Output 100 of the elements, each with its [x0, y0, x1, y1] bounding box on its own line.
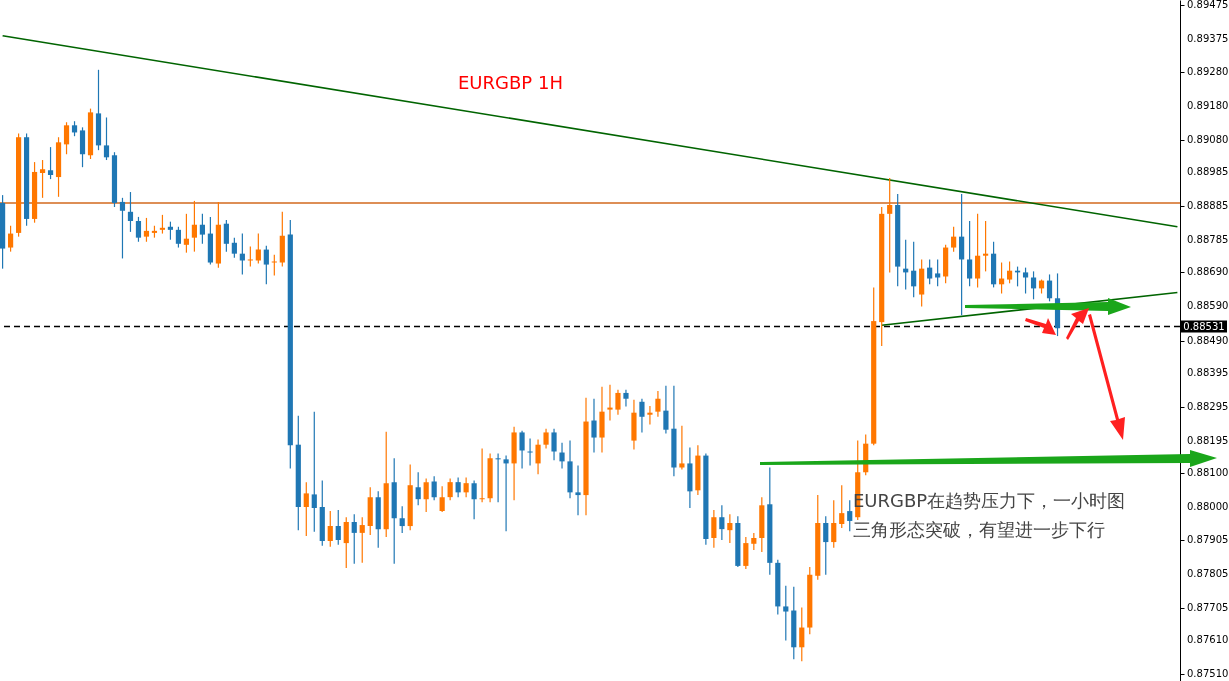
candlestick [719, 504, 725, 541]
candlestick [503, 454, 509, 532]
candlestick [831, 499, 837, 549]
candlestick [911, 241, 917, 298]
candlestick [231, 237, 237, 259]
y-tick-label: 0.87610 [1187, 634, 1229, 646]
candlestick [519, 430, 525, 470]
candlestick [743, 536, 749, 570]
candlestick [799, 606, 805, 662]
candlestick [935, 258, 941, 287]
candlestick [439, 485, 445, 513]
candlestick [175, 226, 182, 249]
y-tick-label: 0.89180 [1187, 99, 1229, 111]
candlestick [711, 509, 717, 549]
candlestick [655, 390, 661, 418]
candlestick [615, 389, 621, 416]
candlestick [455, 476, 461, 498]
candlestick [575, 464, 581, 516]
candlestick [191, 200, 197, 253]
candlestick [783, 585, 789, 642]
candlestick [327, 510, 333, 548]
candlestick [127, 191, 134, 233]
candlestick [431, 475, 437, 501]
text: EURGBP 1H [458, 72, 563, 93]
candlestick [63, 121, 70, 155]
candlestick [591, 398, 597, 454]
candlestick [39, 159, 46, 199]
candlestick [959, 193, 965, 316]
candlestick [247, 245, 253, 268]
y-tick-label: 0.87705 [1187, 601, 1229, 613]
y-tick-label: 0.89080 [1187, 133, 1229, 145]
candlestick [135, 216, 142, 243]
candlestick [663, 385, 669, 435]
y-tick-label: 0.88885 [1187, 200, 1229, 211]
candlestick [79, 126, 86, 168]
y-tick-label: 0.87805 [1187, 567, 1229, 579]
candlestick [1022, 267, 1029, 295]
candlestick [423, 477, 429, 513]
y-tick-label: 0.88985 [1187, 165, 1229, 177]
y-tick-label: 0.87905 [1187, 533, 1229, 545]
y-tick-label: 0.88195 [1187, 434, 1229, 446]
candlestick [983, 220, 989, 272]
candlestick [463, 476, 469, 498]
y-tick-label: 0.89280 [1187, 65, 1229, 77]
candlestick [271, 254, 277, 277]
candlestick [399, 505, 405, 534]
candlestick [263, 245, 269, 285]
candlestick [1006, 260, 1013, 284]
candlestick [647, 405, 653, 426]
candlestick [335, 509, 341, 546]
candlestick [159, 214, 166, 235]
candlestick [623, 389, 629, 408]
candlestick [1046, 273, 1053, 302]
candlestick [823, 515, 829, 576]
y-tick-label: 0.88000 [1187, 501, 1229, 513]
candlestick [887, 177, 893, 273]
candlestick [303, 481, 309, 537]
y-tick-label: 0.88785 [1187, 234, 1229, 246]
y-tick-label: 0.88295 [1187, 400, 1229, 412]
candlestick [471, 479, 477, 520]
candlestick [199, 213, 205, 245]
candlestick [495, 452, 501, 503]
candlestick [351, 513, 357, 565]
candlestick [119, 197, 126, 260]
ref-line-label: 0.88531 [1183, 320, 1225, 332]
candlestick [311, 411, 317, 533]
y-tick-label: 0.89475 [1187, 0, 1229, 11]
y-tick-label: 0.88490 [1187, 334, 1229, 346]
candlestick [727, 513, 733, 544]
candlestick [527, 437, 533, 467]
candlestick [839, 484, 845, 529]
candlestick [679, 425, 685, 471]
candlestick [559, 442, 565, 470]
candlestick [479, 447, 485, 503]
candlestick [223, 219, 229, 253]
candlestick [7, 225, 14, 253]
candlestick [639, 398, 645, 434]
y-tick-label: 0.89375 [1187, 33, 1229, 45]
candlestick [183, 213, 190, 254]
candlestick [951, 226, 957, 253]
candlestick [47, 146, 54, 180]
y-tick-label: 0.88100 [1187, 467, 1229, 479]
candlestick [927, 258, 933, 285]
candlestick [967, 220, 973, 287]
candlestick [535, 438, 541, 475]
candlestick [167, 221, 174, 241]
candlestick [359, 516, 365, 564]
candlestick [343, 516, 349, 569]
candlestick [607, 384, 613, 422]
candlestick [551, 428, 557, 461]
candlestick [143, 217, 150, 243]
candlestick [543, 428, 549, 450]
candlestick [103, 116, 110, 161]
y-tick-label: 0.87510 [1187, 668, 1229, 680]
candlestick [415, 471, 421, 506]
candlestick [447, 477, 453, 501]
y-tick-label: 0.88690 [1187, 266, 1229, 278]
annotation: 三角形态突破，有望进一步下行 [853, 519, 1105, 540]
y-tick-label: 0.88395 [1187, 366, 1229, 378]
y-tick-label: 0.88590 [1187, 300, 1229, 312]
